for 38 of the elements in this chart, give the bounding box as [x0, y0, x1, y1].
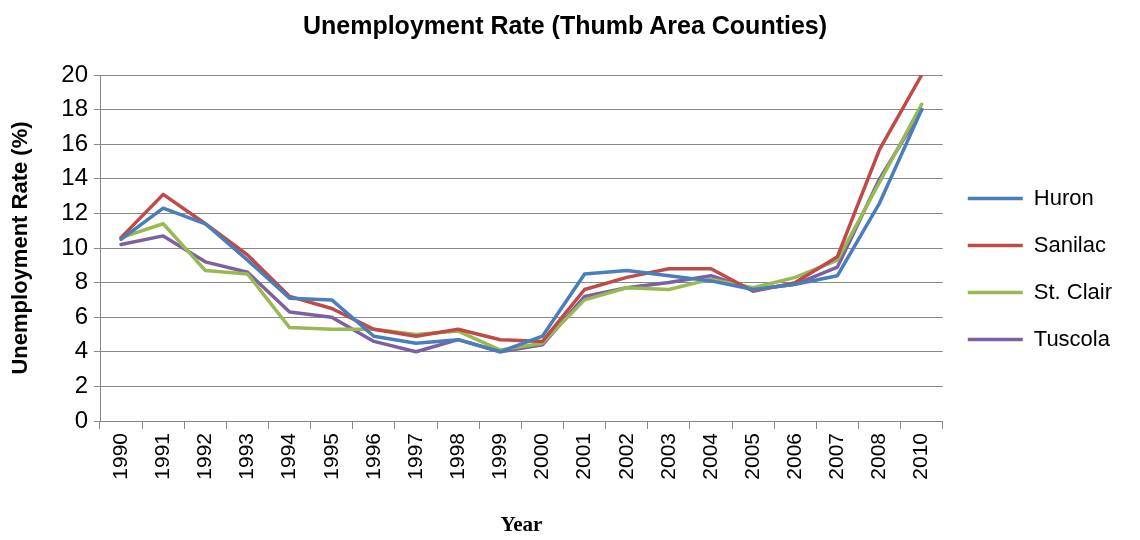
x-tick-label: 1999: [487, 433, 511, 480]
y-tick-label: 10: [61, 232, 88, 260]
y-tick-label: 12: [61, 198, 88, 226]
x-tick-label: 1998: [444, 433, 468, 480]
x-tick-label: 1994: [276, 432, 300, 480]
x-tick-label: 2002: [613, 433, 637, 480]
legend-label: Huron: [1033, 184, 1094, 210]
x-tick-label: 2001: [571, 433, 595, 480]
x-tick-label: 1995: [318, 433, 342, 480]
x-tick-label: 2010: [908, 433, 932, 480]
y-tick-label: 6: [74, 301, 88, 329]
y-tick-label: 8: [74, 267, 88, 295]
x-tick-label: 2007: [824, 433, 848, 480]
y-tick-label: 18: [61, 94, 88, 122]
x-tick-label: 1993: [234, 433, 258, 480]
x-tick-label: 2008: [866, 433, 890, 480]
x-tick-label: 2003: [655, 433, 679, 480]
x-tick-label: 1992: [192, 433, 216, 480]
legend-label: Tuscola: [1033, 325, 1111, 351]
y-tick-label: 4: [74, 336, 88, 364]
x-axis-title: Year: [500, 511, 543, 536]
legend-label: St. Clair: [1033, 278, 1113, 304]
x-tick-label: 2004: [697, 432, 721, 480]
legend-label: Sanilac: [1033, 231, 1106, 257]
y-tick-label: 14: [61, 163, 88, 191]
x-tick-label: 2000: [529, 433, 553, 480]
x-tick-label: 1997: [402, 433, 426, 480]
x-tick-label: 1996: [360, 433, 384, 480]
y-tick-label: 16: [61, 128, 88, 156]
x-tick-label: 2006: [782, 433, 806, 480]
x-tick-label: 1991: [150, 433, 173, 480]
y-tick-label: 2: [74, 371, 88, 399]
y-tick-label: 20: [61, 59, 88, 87]
x-tick-label: 1990: [107, 433, 131, 480]
y-axis-title: Unemployment Rate (%): [7, 121, 33, 375]
y-tick-label: 0: [74, 405, 88, 433]
x-tick-label: 2005: [739, 433, 763, 480]
chart-title: Unemployment Rate (Thumb Area Counties): [302, 10, 828, 39]
